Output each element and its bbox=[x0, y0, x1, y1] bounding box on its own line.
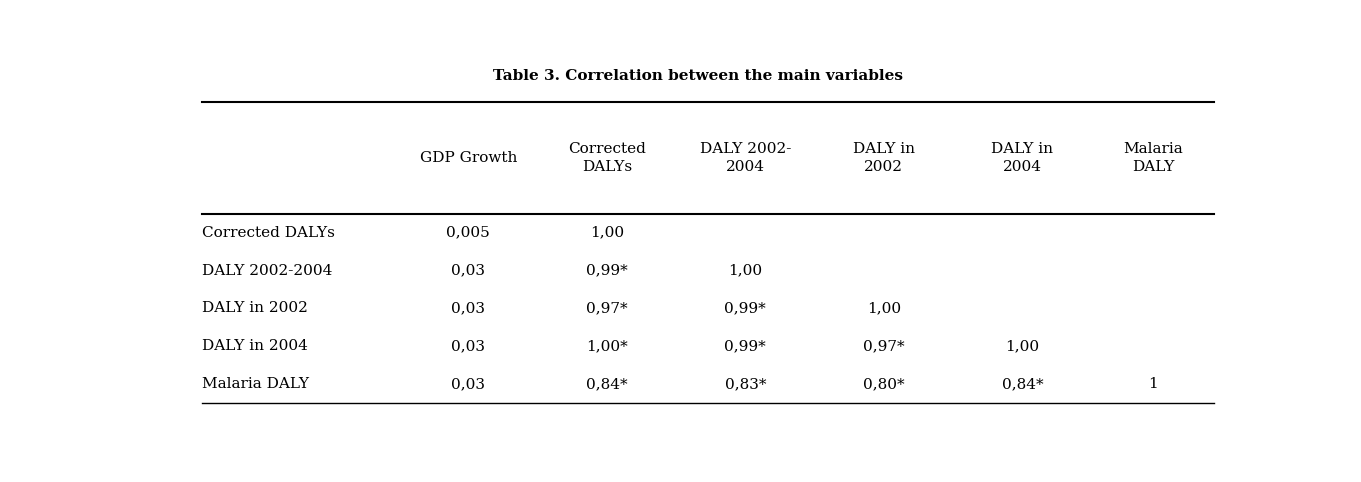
Text: DALY in 2002: DALY in 2002 bbox=[201, 301, 308, 315]
Text: 1,00: 1,00 bbox=[867, 301, 901, 315]
Text: 0,03: 0,03 bbox=[452, 339, 486, 353]
Text: 0,97*: 0,97* bbox=[863, 339, 905, 353]
Text: 1,00: 1,00 bbox=[589, 226, 623, 240]
Text: 0,03: 0,03 bbox=[452, 301, 486, 315]
Text: Malaria DALY: Malaria DALY bbox=[201, 377, 309, 391]
Text: DALY in 2004: DALY in 2004 bbox=[201, 339, 308, 353]
Text: GDP Growth: GDP Growth bbox=[419, 151, 517, 165]
Text: Corrected DALYs: Corrected DALYs bbox=[201, 226, 335, 240]
Text: 0,03: 0,03 bbox=[452, 377, 486, 391]
Text: 0,99*: 0,99* bbox=[724, 301, 766, 315]
Text: 0,80*: 0,80* bbox=[863, 377, 905, 391]
Text: 0,99*: 0,99* bbox=[587, 264, 627, 278]
Text: 1,00: 1,00 bbox=[1006, 339, 1040, 353]
Text: DALY in
2004: DALY in 2004 bbox=[992, 142, 1053, 174]
Text: Table 3. Correlation between the main variables: Table 3. Correlation between the main va… bbox=[493, 69, 902, 83]
Text: 0,99*: 0,99* bbox=[724, 339, 766, 353]
Text: Corrected
DALYs: Corrected DALYs bbox=[568, 142, 645, 174]
Text: DALY in
2002: DALY in 2002 bbox=[853, 142, 915, 174]
Text: 1,00: 1,00 bbox=[728, 264, 762, 278]
Text: 0,005: 0,005 bbox=[446, 226, 490, 240]
Text: DALY 2002-
2004: DALY 2002- 2004 bbox=[700, 142, 791, 174]
Text: DALY 2002-2004: DALY 2002-2004 bbox=[201, 264, 332, 278]
Text: 1,00*: 1,00* bbox=[587, 339, 627, 353]
Text: 0,84*: 0,84* bbox=[1002, 377, 1044, 391]
Text: 0,97*: 0,97* bbox=[587, 301, 627, 315]
Text: 1: 1 bbox=[1149, 377, 1158, 391]
Text: Malaria
DALY: Malaria DALY bbox=[1123, 142, 1183, 174]
Text: 0,84*: 0,84* bbox=[587, 377, 627, 391]
Text: 0,03: 0,03 bbox=[452, 264, 486, 278]
Text: 0,83*: 0,83* bbox=[724, 377, 766, 391]
